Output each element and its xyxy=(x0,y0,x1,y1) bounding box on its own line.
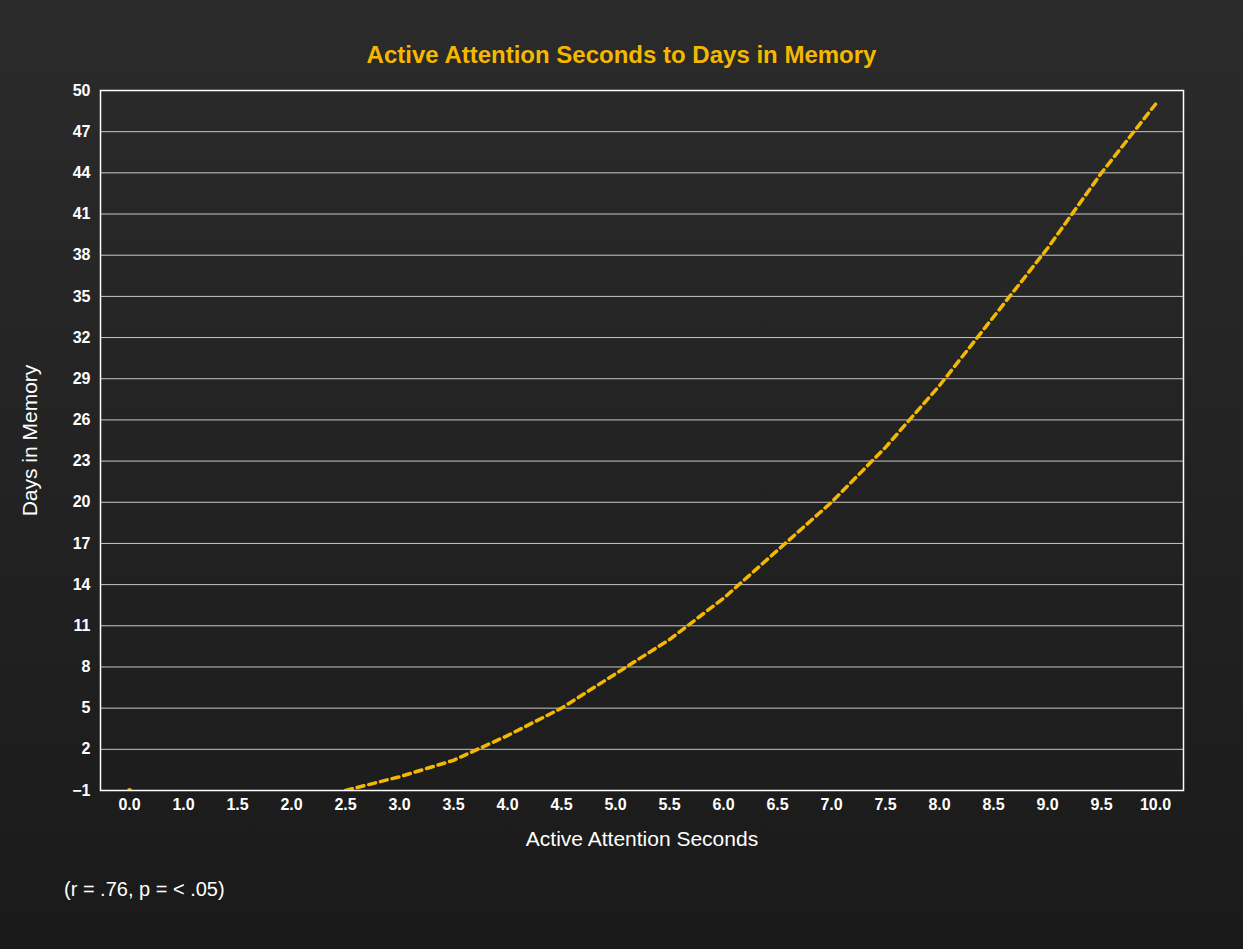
svg-text:17: 17 xyxy=(73,535,91,552)
svg-text:3.5: 3.5 xyxy=(442,796,464,813)
svg-text:2: 2 xyxy=(82,740,91,757)
svg-text:38: 38 xyxy=(73,246,91,263)
svg-text:Days in Memory: Days in Memory xyxy=(18,364,41,516)
svg-text:2.0: 2.0 xyxy=(280,796,302,813)
svg-text:35: 35 xyxy=(73,288,91,305)
svg-text:5.5: 5.5 xyxy=(658,796,680,813)
svg-text:32: 32 xyxy=(73,329,91,346)
svg-text:8: 8 xyxy=(82,658,91,675)
svg-text:47: 47 xyxy=(73,123,91,140)
svg-text:−1: −1 xyxy=(72,782,90,799)
svg-text:1.0: 1.0 xyxy=(172,796,194,813)
svg-text:44: 44 xyxy=(73,164,91,181)
svg-text:10.0: 10.0 xyxy=(1140,796,1171,813)
svg-text:6.0: 6.0 xyxy=(712,796,734,813)
svg-text:7.0: 7.0 xyxy=(820,796,842,813)
svg-text:6.5: 6.5 xyxy=(766,796,788,813)
svg-text:4.0: 4.0 xyxy=(496,796,518,813)
svg-text:4.5: 4.5 xyxy=(550,796,572,813)
html-text:(r = .76, p = < .05): (r = .76, p = < .05) xyxy=(64,878,225,900)
svg-text:26: 26 xyxy=(73,411,91,428)
svg-text:8.0: 8.0 xyxy=(928,796,950,813)
svg-text:2.5: 2.5 xyxy=(334,796,356,813)
svg-text:29: 29 xyxy=(73,370,91,387)
svg-text:11: 11 xyxy=(74,617,91,634)
svg-text:0.0: 0.0 xyxy=(118,796,140,813)
svg-text:5: 5 xyxy=(82,699,91,716)
svg-text:9.0: 9.0 xyxy=(1036,796,1058,813)
svg-text:8.5: 8.5 xyxy=(982,796,1004,813)
svg-text:9.5: 9.5 xyxy=(1090,796,1112,813)
svg-text:7.5: 7.5 xyxy=(874,796,896,813)
svg-text:5.0: 5.0 xyxy=(604,796,626,813)
svg-text:20: 20 xyxy=(73,493,91,510)
svg-text:14: 14 xyxy=(73,576,91,593)
svg-text:Active Attention Seconds: Active Attention Seconds xyxy=(526,827,758,850)
svg-text:50: 50 xyxy=(73,82,91,99)
svg-text:1.5: 1.5 xyxy=(226,796,248,813)
svg-text:3.0: 3.0 xyxy=(388,796,410,813)
html-text:Active Attention Seconds to Da: Active Attention Seconds to Days in Memo… xyxy=(366,41,877,68)
svg-text:23: 23 xyxy=(73,452,91,469)
svg-text:41: 41 xyxy=(73,205,91,222)
